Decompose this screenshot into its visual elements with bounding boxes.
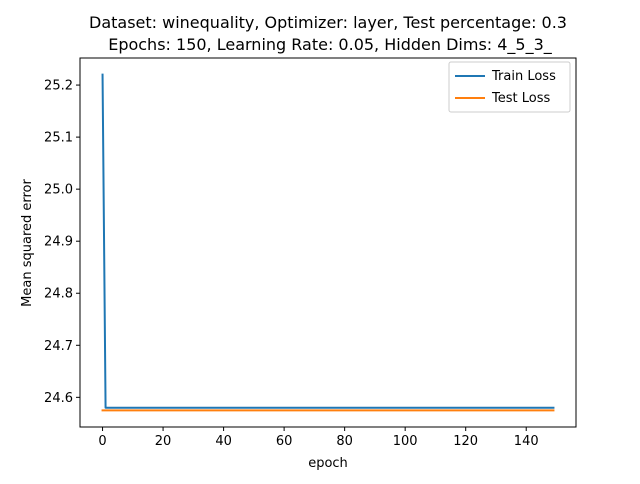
x-tick-label: 100 [393, 434, 418, 449]
series-line-train-loss [101, 73, 555, 409]
y-tick-label: 24.6 [44, 391, 73, 406]
y-tick-label: 24.7 [44, 339, 73, 354]
x-tick-label: 80 [336, 434, 353, 449]
y-tick-label: 25.1 [44, 131, 73, 146]
x-tick-label: 20 [155, 434, 172, 449]
plot-area: 0 20 40 60 80 100 120 140 24.6 24.7 24.8 24.9 25.0 25… [44, 57, 577, 449]
x-tick-label: 60 [276, 434, 293, 449]
legend-label-test-loss: Test Loss [491, 91, 550, 106]
x-axis-label: epoch [308, 456, 348, 471]
y-tick-label: 25.0 [44, 183, 73, 198]
legend-box [448, 61, 571, 113]
y-tick-label: 24.9 [44, 235, 73, 250]
x-tick-label: 140 [514, 434, 539, 449]
y-tick-label: 25.2 [44, 79, 73, 94]
legend-label-train-loss: Train Loss [491, 69, 556, 84]
x-tick-label: 120 [453, 434, 478, 449]
chart-title-line2: Epochs: 150, Learning Rate: 0.05, Hidden… [108, 35, 553, 55]
chart-title-line1: Dataset: winequality, Optimizer: layer, … [89, 13, 567, 32]
y-tick-label: 24.8 [44, 287, 73, 302]
legend: Train Loss Test Loss [448, 61, 571, 113]
x-tick-label: 40 [215, 434, 232, 449]
y-axis-label: Mean squared error [20, 179, 35, 307]
axes-frame [79, 57, 577, 428]
x-tick-label: 0 [98, 434, 106, 449]
